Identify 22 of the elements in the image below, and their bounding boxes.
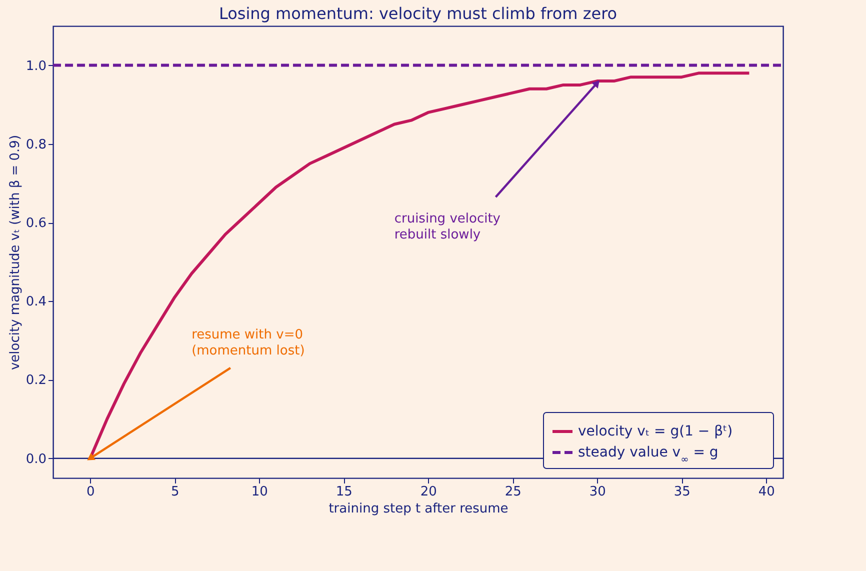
x-tick-label: 25: [504, 484, 522, 500]
x-tick-label: 10: [251, 484, 268, 500]
y-tick-label: 0.0: [26, 452, 46, 467]
y-tick-label: 0.8: [26, 137, 46, 152]
x-tick-label: 15: [336, 484, 352, 500]
annotation: cruising velocity rebuilt slowly: [394, 212, 501, 243]
legend-label: steady value v$_{∞}$ = g: [578, 444, 718, 465]
x-tick-label: 5: [171, 484, 180, 500]
x-tick-label: 20: [420, 484, 437, 500]
y-tick-label: 0.4: [26, 294, 46, 310]
x-axis-title: training step t after resume: [328, 502, 508, 516]
y-tick-label: 1.0: [26, 58, 46, 74]
annotation: resume with v=0 (momentum lost): [192, 328, 305, 359]
x-tick-label: 0: [86, 484, 95, 500]
y-tick-label: 0.2: [26, 373, 46, 388]
legend-label: velocity vₜ = g(1 − βᵗ): [578, 424, 733, 440]
x-tick-label: 30: [589, 484, 606, 500]
x-tick-label: 35: [674, 484, 690, 500]
x-tick-label: 40: [758, 484, 775, 500]
y-axis-title: velocity magnitude vₜ (with β = 0.9): [8, 134, 23, 370]
chart-title: Losing momentum: velocity must climb from zero: [218, 4, 618, 23]
y-tick-label: 0.6: [26, 216, 46, 232]
